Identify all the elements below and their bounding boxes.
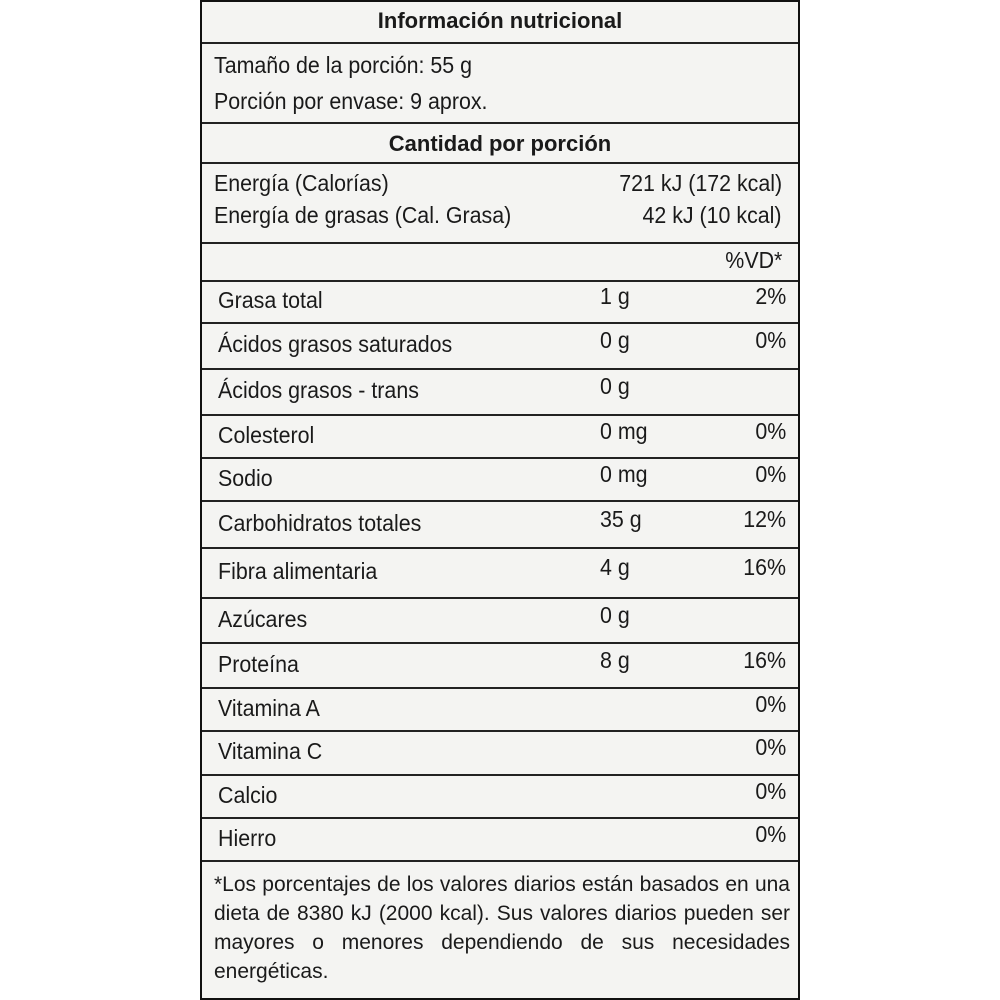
- nutrient-amount: 0 g: [600, 327, 630, 353]
- nutrient-row: [202, 597, 798, 642]
- nutrient-name: Fibra alimentaria: [218, 558, 378, 584]
- nutrient-dv: 2%: [755, 283, 786, 309]
- nutrient-dv: 12%: [743, 505, 786, 532]
- nutrient-name: Azúcares: [218, 605, 308, 632]
- nutrient-row: [202, 280, 798, 322]
- serving-box: [202, 42, 798, 122]
- nutrient-name: Proteína: [218, 650, 299, 677]
- dv-header: %VD*: [724, 247, 782, 273]
- nutrient-amount: 4 g: [600, 554, 630, 580]
- nutrient-row: [202, 500, 798, 547]
- nutrient-dv: 0%: [755, 327, 786, 353]
- dv-header-row: [202, 242, 798, 280]
- nutrient-name: Carbohidratos totales: [218, 509, 422, 536]
- energy-box: [202, 162, 798, 242]
- nutrient-name: Vitamina C: [218, 738, 323, 764]
- energy-name: Energía (Calorías): [214, 170, 389, 196]
- nutrient-dv: 16%: [743, 646, 786, 673]
- nutrient-amount: 0 g: [600, 373, 630, 399]
- nutrient-amount: 0 mg: [600, 417, 648, 444]
- nutrient-row: [202, 368, 798, 414]
- nutrient-name: Vitamina A: [218, 694, 320, 721]
- nutrient-dv: 0%: [755, 734, 786, 760]
- nutrient-row: [202, 687, 798, 730]
- nutrient-dv: 0%: [755, 777, 786, 804]
- nutrient-name: Sodio: [218, 464, 273, 491]
- nutrient-dv: 0%: [755, 417, 786, 444]
- nutrient-row: [202, 414, 798, 457]
- amount-header: Cantidad por porción: [388, 131, 612, 156]
- nutrient-row: [202, 817, 798, 860]
- nutrient-row: [202, 322, 798, 368]
- nutrient-dv: 0%: [755, 820, 786, 847]
- nutrient-row: [202, 642, 798, 687]
- serving-size: Tamaño de la porción: 55 g: [214, 52, 473, 78]
- nutrient-name: Colesterol: [218, 421, 315, 448]
- nutrient-name: Ácidos grasos saturados: [218, 331, 453, 357]
- nutrient-amount: 1 g: [600, 283, 630, 309]
- energy-value: 42 kJ (10 kcal): [642, 202, 782, 228]
- nutrient-row: [202, 730, 798, 774]
- nutrient-amount: 8 g: [600, 646, 630, 673]
- footnote: *Los porcentajes de los valores diarios …: [214, 873, 790, 983]
- nutrient-dv: 0%: [755, 690, 786, 717]
- amount-header-row: [202, 122, 798, 162]
- nutrient-amount: 35 g: [600, 505, 642, 532]
- nutrient-name: Ácidos grasos - trans: [218, 377, 419, 403]
- nutrient-dv: 0%: [755, 460, 786, 487]
- nutrition-label: Información nutricional Tamaño de la por…: [200, 0, 800, 1000]
- nutrient-name: Hierro: [218, 824, 277, 851]
- nutrient-name: Grasa total: [218, 287, 323, 313]
- footnote-box: [202, 860, 798, 998]
- nutrient-row: [202, 774, 798, 817]
- nutrient-row: [202, 547, 798, 597]
- energy-name: Energía de grasas (Cal. Grasa): [214, 202, 512, 228]
- nutrient-dv: 16%: [743, 554, 786, 580]
- servings-per-container: Porción por envase: 9 aprox.: [214, 88, 488, 114]
- nutrient-name: Calcio: [218, 781, 278, 808]
- nutrient-amount: 0 mg: [600, 460, 648, 487]
- title: Información nutricional: [377, 8, 623, 33]
- energy-value: 721 kJ (172 kcal): [619, 170, 782, 196]
- nutrient-row: [202, 457, 798, 500]
- nutrient-amount: 0 g: [600, 601, 630, 628]
